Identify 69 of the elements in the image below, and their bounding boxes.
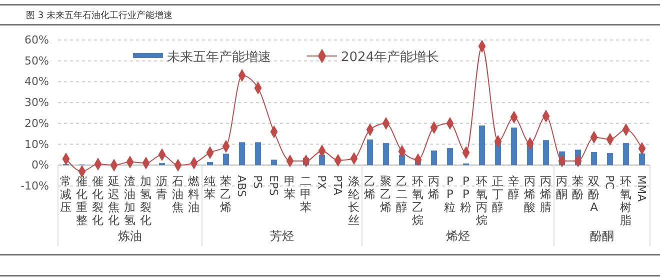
bar xyxy=(510,128,518,166)
bar xyxy=(238,142,246,166)
x-tick-label: PP粉 xyxy=(460,174,472,214)
y-tick-label: 0% xyxy=(32,158,49,172)
x-tick-label: PX xyxy=(315,175,328,190)
y-tick-label: 20% xyxy=(24,116,49,130)
x-tick-label: 丙烯酸 xyxy=(524,174,536,214)
bar xyxy=(382,143,390,166)
x-tick-label: PC xyxy=(603,175,616,190)
x-tick-label: EPS xyxy=(267,175,280,196)
x-tick-label: 环氧树脂 xyxy=(620,174,632,228)
x-tick-label: 石油焦 xyxy=(172,174,184,214)
text: 酚酮 xyxy=(590,229,614,243)
x-tick-label: 催化重整 xyxy=(76,174,88,228)
bar xyxy=(270,160,278,166)
text: 烯烃 xyxy=(446,229,470,243)
x-tick-label: 丙烯 xyxy=(428,174,440,202)
bar xyxy=(606,153,614,166)
x-tick-label: 双酚A xyxy=(588,174,600,214)
y-tick-label: 10% xyxy=(24,138,49,151)
x-tick-label: 聚乙烯 xyxy=(380,174,392,214)
x-tick-label: PP粒 xyxy=(444,174,456,214)
x-tick-label: 涤纶长丝 xyxy=(348,174,360,228)
bar xyxy=(366,139,374,166)
x-tick-label: 二甲苯 xyxy=(300,174,312,214)
x-tick-label: 催化裂化 xyxy=(92,174,104,228)
x-tick-label: 甲苯 xyxy=(284,174,296,202)
x-tick-label: 正丁醇 xyxy=(492,174,504,214)
bar xyxy=(590,152,598,166)
x-tick-label: 辛醇 xyxy=(508,174,520,202)
bar xyxy=(430,150,438,166)
bar xyxy=(478,126,486,166)
x-tick-label: 丙酮 xyxy=(556,174,568,202)
x-tick-label: 沥青 xyxy=(156,174,168,202)
x-tick-label: 环氧乙烷 xyxy=(412,174,424,228)
text: 芳烃 xyxy=(270,229,294,243)
bar xyxy=(254,142,262,166)
bar xyxy=(318,154,326,166)
x-tick-label: PTA xyxy=(331,175,344,196)
bar xyxy=(542,140,550,166)
bar xyxy=(622,143,630,166)
y-tick-label: -10% xyxy=(20,180,49,193)
y-tick-label: 60% xyxy=(24,34,49,47)
legend-label: 未来五年产能增速 xyxy=(167,50,271,65)
text: 炼油 xyxy=(118,229,142,243)
x-tick-label: 渣油加氢 xyxy=(124,174,136,228)
x-tick-label: PS xyxy=(251,175,264,189)
x-tick-label: 苯乙烯 xyxy=(220,174,232,214)
x-tick-label: ABS xyxy=(235,175,248,198)
x-tick-label: 苯酚 xyxy=(572,174,584,202)
x-tick-label: 丙烯腈 xyxy=(540,174,552,214)
x-tick-label: 常减压 xyxy=(60,174,72,214)
x-tick-label: 加氢裂化 xyxy=(140,174,152,228)
x-tick-label: 纯苯 xyxy=(204,174,216,202)
legend-label: 2024年产能增长 xyxy=(341,50,440,65)
y-tick-label: 30% xyxy=(24,96,49,110)
bar xyxy=(222,154,230,166)
bar xyxy=(638,153,646,166)
x-tick-label: 乙烯 xyxy=(364,174,376,202)
x-tick-label: 乙二醇 xyxy=(396,174,408,214)
y-tick-label: 50% xyxy=(24,54,49,68)
y-tick-label: 40% xyxy=(24,75,49,88)
x-tick-label: 燃料油 xyxy=(188,174,200,214)
bar xyxy=(446,148,454,166)
bar xyxy=(206,162,214,166)
x-tick-label: 环氧丙烷 xyxy=(476,174,488,228)
x-tick-label: MMA xyxy=(635,175,648,202)
x-tick-label: 延迟焦化 xyxy=(107,174,120,228)
chart-title: 图 3 未来五年石油化工行业产能增速 xyxy=(26,10,172,21)
